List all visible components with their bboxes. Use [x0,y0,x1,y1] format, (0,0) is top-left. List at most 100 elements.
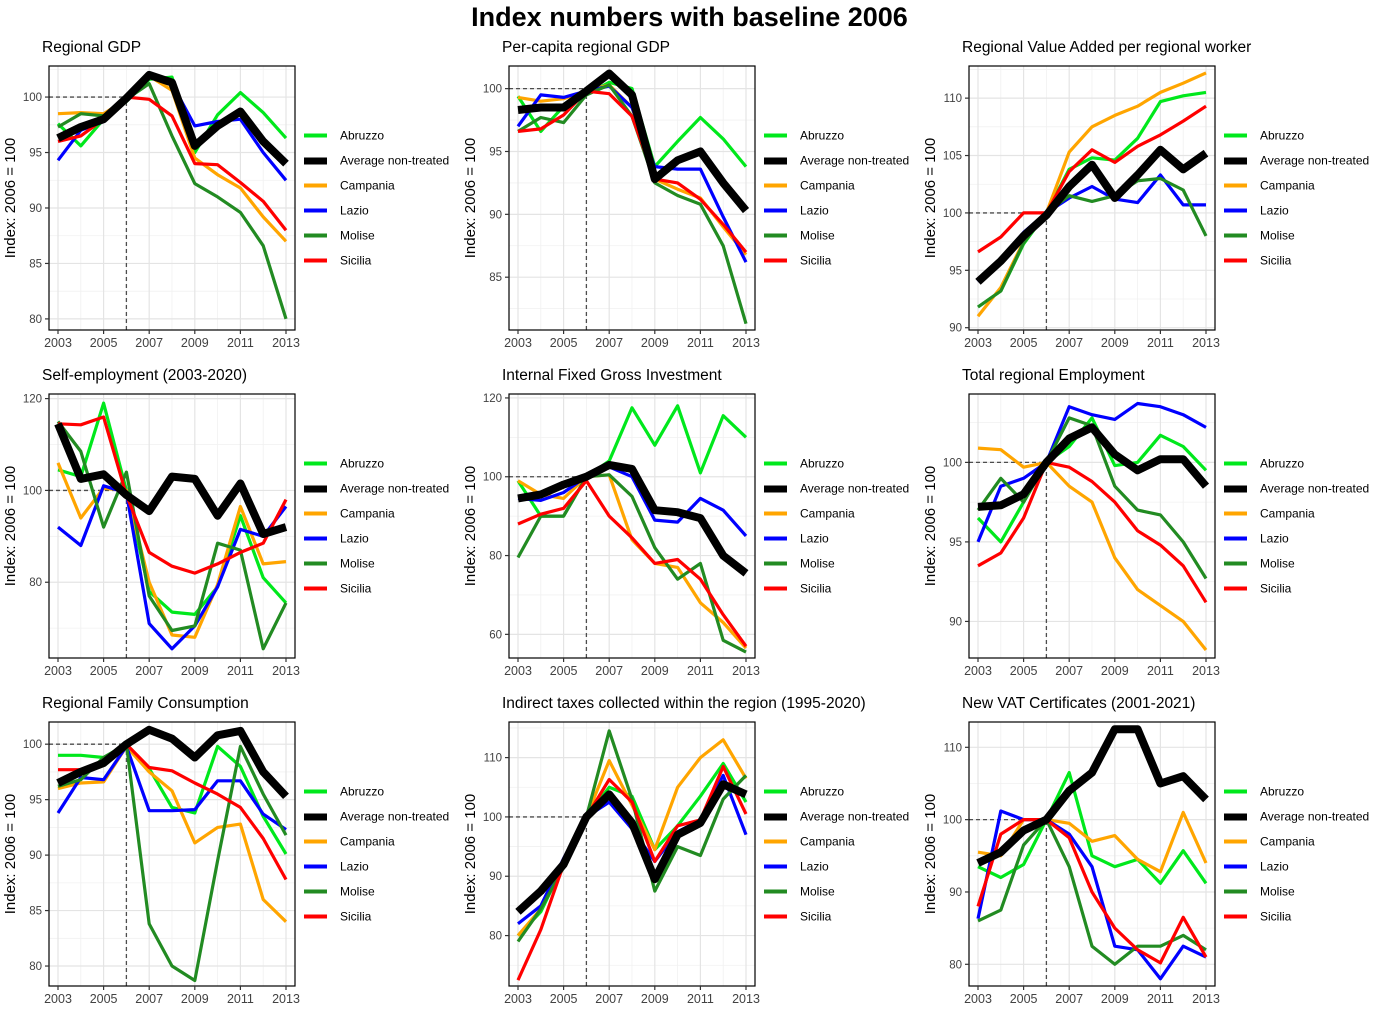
legend-label: Molise [800,556,835,571]
x-tick-label: 2003 [44,336,72,350]
y-axis-ticks: 80 90 100 110 [483,753,509,943]
x-tick-label: 2009 [1101,992,1129,1006]
legend-item-campania: Campania [1224,179,1369,193]
legend-line-swatch [1224,461,1247,466]
legend-item-abruzzo: Abruzzo [304,785,449,799]
x-tick-label: 2005 [550,336,578,350]
chart-svg: 90 95 100 105 110 2003 2005 2007 2009 2011 2013 Ind… [922,65,1220,350]
legend-line-swatch [1224,485,1247,492]
y-tick-label: 90 [949,323,962,335]
legend-item-lazio: Lazio [304,532,449,546]
legend-label: Campania [1260,178,1315,193]
panel-title: Regional Value Added per regional worker [962,39,1252,56]
legend-label: Abruzzo [1260,456,1305,471]
legend-label: Molise [1260,884,1295,899]
series-line-molise [56,420,288,651]
y-tick-label: 95 [29,148,42,160]
legend-line-swatch [1224,813,1247,820]
legend-line-swatch [764,133,787,138]
x-tick-label: 2009 [1101,664,1129,678]
legend-line-swatch [764,511,787,516]
legend-item-sicilia: Sicilia [764,910,909,924]
y-tick-label: 100 [23,92,42,104]
series-line-lazio [976,809,1207,981]
legend-item-average-non-treated: Average non-treated [304,154,449,168]
legend-line-swatch [1224,561,1247,566]
plot-border [48,65,296,331]
legend-label: Lazio [340,531,369,546]
x-tick-label: 2013 [272,336,300,350]
series-line-molise [57,82,288,320]
x-tick-label: 2003 [504,664,532,678]
y-tick-label: 120 [483,393,502,405]
legend-item-sicilia: Sicilia [304,254,449,268]
y-tick-label: 95 [489,146,502,158]
x-axis-ticks: 2003 2005 2007 2009 2011 2013 [504,986,760,1006]
legend-item-abruzzo: Abruzzo [764,129,909,143]
legend-item-average-non-treated: Average non-treated [764,482,909,496]
panel-regional-gdp: Regional GDP 80 85 90 95 100 2003 2005 2007 2009 2… [0,34,460,362]
legend-label: Sicilia [800,253,832,268]
legend-item-molise: Molise [304,557,449,571]
legend-label: Sicilia [1260,581,1292,596]
legend-item-campania: Campania [304,835,449,849]
panel-title: Internal Fixed Gross Investment [502,367,722,384]
legend-item-lazio: Lazio [304,204,449,218]
legend-line-swatch [304,839,327,844]
legend: Abruzzo Average non-treated Campania Lazio M… [764,774,909,935]
legend-line-swatch [1224,183,1247,188]
plot-border [968,65,1216,331]
x-tick-label: 2011 [1147,664,1174,678]
legend-item-campania: Campania [764,835,909,849]
legend-line-swatch [764,485,787,492]
legend-line-swatch [1224,864,1247,869]
chart-svg: 80 85 90 95 100 2003 2005 2007 2009 2011 2013 Index… [2,721,300,1006]
legend: Abruzzo Average non-treated Campania Lazio M… [1224,774,1369,935]
panel-title: Total regional Employment [962,367,1145,384]
legend-line-swatch [764,157,787,164]
legend-line-swatch [304,258,327,263]
x-axis-ticks: 2003 2005 2007 2009 2011 2013 [44,330,300,350]
x-tick-label: 2003 [504,992,532,1006]
legend-label: Lazio [800,859,829,874]
chart-svg: 80 90 100 110 2003 2005 2007 2009 2011 2013 Index:… [922,721,1220,1006]
baseline-dashed-lines [49,743,128,986]
y-axis-title: Index: 2006 = 100 [462,466,479,587]
y-axis-ticks: 80 85 90 95 100 [23,92,49,326]
y-tick-label: 120 [23,394,42,406]
legend-item-sicilia: Sicilia [304,910,449,924]
legend-label: Abruzzo [340,128,385,143]
legend: Abruzzo Average non-treated Campania Lazio M… [1224,446,1369,607]
legend-line-swatch [764,914,787,919]
series-line-sicilia [57,415,288,575]
x-tick-label: 2013 [272,992,300,1006]
series-line-average-non-treated [54,422,288,538]
legend-label: Sicilia [340,909,372,924]
legend-label: Molise [1260,556,1295,571]
baseline-dashed-lines [509,87,588,330]
x-axis-ticks: 2003 2005 2007 2009 2011 2013 [964,986,1220,1006]
y-tick-label: 105 [943,151,962,163]
legend-item-campania: Campania [764,507,909,521]
series-line-average-non-treated [977,423,1210,511]
legend-line-swatch [764,839,787,844]
x-tick-label: 2007 [595,336,623,350]
legend-label: Molise [800,884,835,899]
series-line-campania [977,810,1208,874]
y-tick-label: 90 [29,203,42,215]
legend-label: Campania [1260,506,1315,521]
legend-item-lazio: Lazio [764,204,909,218]
x-tick-label: 2003 [964,992,992,1006]
legend-label: Sicilia [340,253,372,268]
panel-regional-family-consumption: Regional Family Consumption 80 85 90 95 100 20… [0,690,460,1018]
legend: Abruzzo Average non-treated Campania Lazio M… [304,446,449,607]
x-tick-label: 2009 [181,992,209,1006]
legend-label: Lazio [1260,203,1289,218]
x-tick-label: 2009 [641,664,669,678]
legend-line-swatch [304,233,327,238]
legend-line-swatch [764,864,787,869]
legend-line-swatch [1224,839,1247,844]
legend-item-average-non-treated: Average non-treated [764,154,909,168]
y-tick-label: 100 [23,739,42,751]
y-tick-label: 90 [949,887,962,899]
